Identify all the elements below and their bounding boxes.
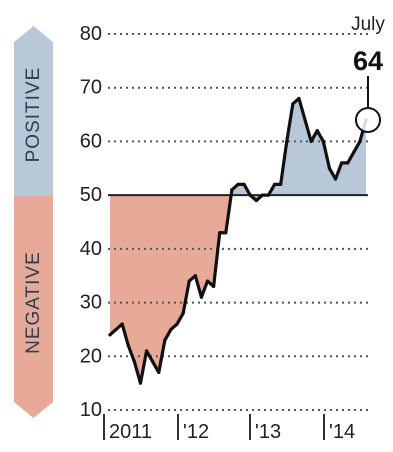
data-point-8 <box>157 370 161 374</box>
data-point-6 <box>144 349 149 353</box>
x-tick-label-2: '13 <box>255 421 281 443</box>
data-point-35 <box>321 139 325 144</box>
data-point-29 <box>285 139 289 144</box>
data-point-15 <box>199 295 204 299</box>
positive-area <box>110 98 366 196</box>
data-point-22 <box>242 182 246 186</box>
y-tick-label-80: 80 <box>80 23 102 45</box>
y-tick-label-40: 40 <box>80 238 102 260</box>
data-point-11 <box>175 322 179 326</box>
x-tick-label-3: '14 <box>329 421 355 443</box>
x-tick-label-1: '12 <box>183 421 209 443</box>
data-point-28 <box>279 182 283 186</box>
data-point-38 <box>340 161 344 165</box>
area-fills <box>110 98 366 384</box>
callout: July 64 <box>351 14 385 133</box>
data-point-34 <box>315 129 319 133</box>
data-point-30 <box>291 102 295 106</box>
data-point-25 <box>260 193 264 197</box>
negative-arrow <box>14 195 53 418</box>
data-point-10 <box>169 327 173 332</box>
data-point-26 <box>266 193 271 197</box>
data-point-17 <box>212 284 216 289</box>
x-axis-ticks: 2011 '12 '13 '14 <box>103 414 355 443</box>
data-point-19 <box>224 231 228 235</box>
data-point-36 <box>327 166 332 170</box>
data-point-16 <box>205 279 210 283</box>
data-point-24 <box>254 198 258 203</box>
y-axis-ticks: 80 70 60 50 40 30 20 10 <box>80 23 102 421</box>
data-point-3 <box>126 343 130 348</box>
data-point-7 <box>151 360 155 364</box>
data-point-18 <box>218 231 222 235</box>
data-point-31 <box>297 96 301 101</box>
x-tick-label-0: 2011 <box>109 421 152 443</box>
callout-label: July <box>351 14 385 35</box>
data-point-39 <box>346 161 350 165</box>
negative-label: NEGATIVE <box>23 251 44 354</box>
data-point-37 <box>333 177 338 181</box>
negative-area <box>110 195 366 384</box>
data-point-4 <box>132 360 136 364</box>
positive-arrow <box>14 26 53 196</box>
y-tick-label-30: 30 <box>80 292 102 314</box>
data-point-23 <box>248 193 252 197</box>
data-point-20 <box>230 188 234 192</box>
data-point-32 <box>303 118 307 122</box>
data-point-27 <box>272 182 277 186</box>
positive-label: POSITIVE <box>23 67 44 163</box>
data-point-2 <box>120 322 124 326</box>
data-point-1 <box>114 327 118 332</box>
data-point-33 <box>309 139 313 144</box>
data-point-12 <box>181 311 185 315</box>
data-point-0 <box>108 333 112 337</box>
data-point-9 <box>163 338 167 342</box>
data-point-41 <box>358 139 362 144</box>
callout-value: 64 <box>353 46 383 76</box>
data-point-14 <box>193 274 197 278</box>
sentiment-side-bar: POSITIVE NEGATIVE <box>14 26 53 418</box>
data-point-40 <box>352 150 356 154</box>
y-tick-label-20: 20 <box>80 345 102 367</box>
y-tick-label-70: 70 <box>80 77 102 99</box>
series-line-group <box>108 96 368 385</box>
y-tick-label-10: 10 <box>80 399 102 421</box>
y-tick-label-60: 60 <box>80 130 102 152</box>
callout-marker <box>355 106 381 133</box>
data-point-13 <box>187 279 191 283</box>
y-tick-label-50: 50 <box>80 184 102 206</box>
data-point-21 <box>236 182 240 186</box>
data-point-5 <box>138 381 143 385</box>
